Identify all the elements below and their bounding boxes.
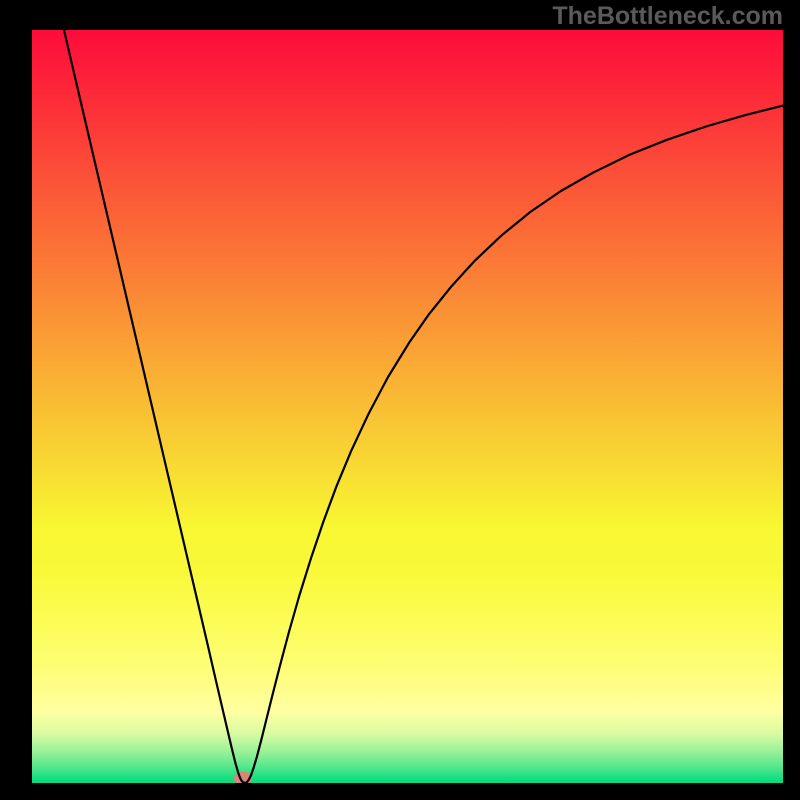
watermark-text: TheBottleneck.com — [552, 2, 783, 31]
chart-frame: TheBottleneck.com — [0, 0, 800, 800]
plot-border — [32, 30, 783, 783]
bottleneck-curve — [64, 30, 783, 783]
curve-layer — [32, 30, 783, 783]
